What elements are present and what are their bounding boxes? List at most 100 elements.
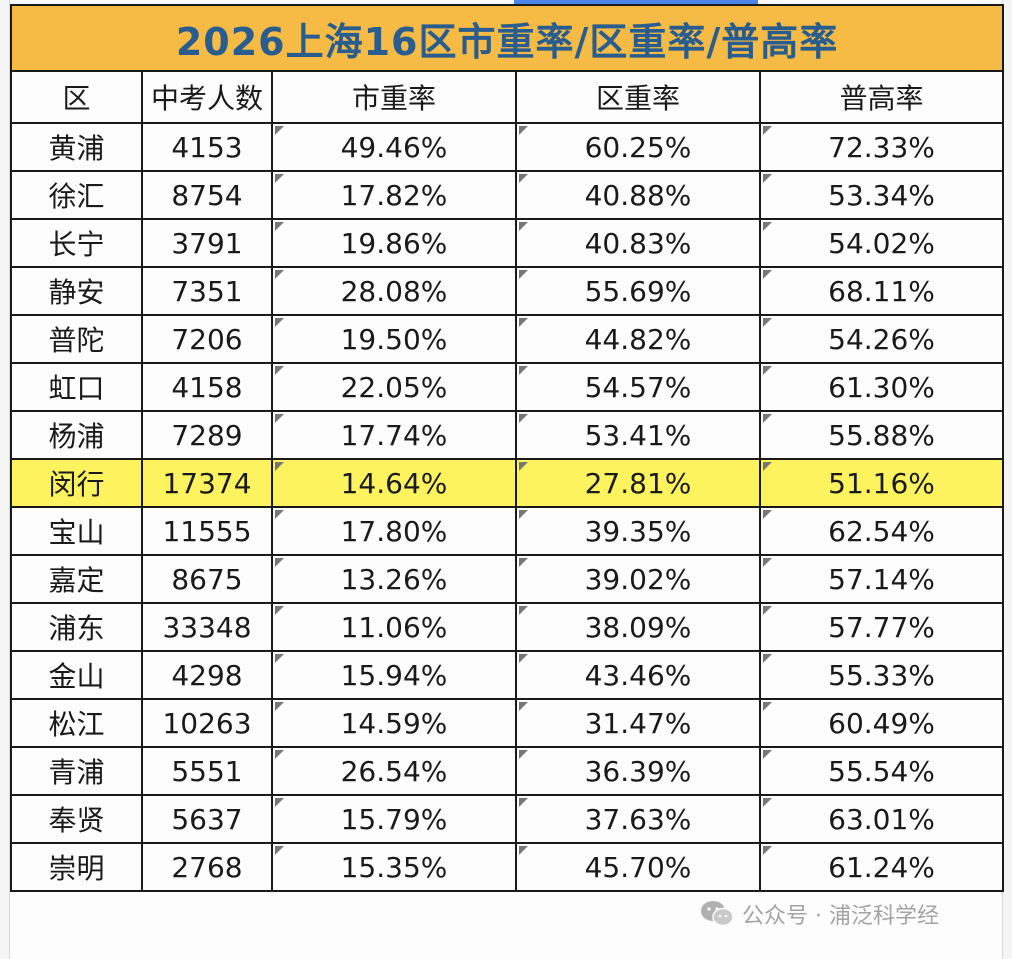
cell-exam-count[interactable]: 17374 bbox=[141, 458, 273, 508]
cell-exam-count[interactable]: 4298 bbox=[141, 650, 273, 700]
cell-highschool-rate[interactable]: 54.26% bbox=[758, 314, 1005, 364]
cell-district[interactable]: 静安 bbox=[10, 266, 143, 316]
cell-city-rate[interactable]: 17.82% bbox=[271, 170, 517, 220]
cell-city-rate[interactable]: 49.46% bbox=[271, 122, 517, 172]
cell-exam-count[interactable]: 4153 bbox=[141, 122, 273, 172]
table-row: 长宁 3791 19.86% 40.83% 54.02% bbox=[10, 218, 1005, 268]
cell-district[interactable]: 徐汇 bbox=[10, 170, 143, 220]
cell-highschool-rate[interactable]: 55.54% bbox=[758, 746, 1005, 796]
cell-district-rate[interactable]: 27.81% bbox=[515, 458, 761, 508]
table-title[interactable]: 2026上海16区市重率/区重率/普高率 bbox=[9, 4, 1005, 72]
cell-exam-count[interactable]: 7206 bbox=[141, 314, 273, 364]
cell-district[interactable]: 嘉定 bbox=[10, 554, 143, 604]
cell-value: 39.35% bbox=[584, 514, 692, 548]
cell-district-rate[interactable]: 36.39% bbox=[515, 746, 761, 796]
cell-exam-count[interactable]: 8675 bbox=[141, 554, 273, 604]
cell-district[interactable]: 金山 bbox=[10, 650, 143, 700]
header-city-rate[interactable]: 市重率 bbox=[271, 70, 517, 124]
cell-city-rate[interactable]: 28.08% bbox=[271, 266, 517, 316]
cell-district[interactable]: 宝山 bbox=[10, 506, 143, 556]
cell-value: 55.88% bbox=[828, 418, 935, 452]
cell-district[interactable]: 长宁 bbox=[10, 218, 143, 268]
cell-note-marker bbox=[763, 702, 772, 711]
cell-highschool-rate[interactable]: 60.49% bbox=[758, 698, 1005, 748]
cell-city-rate[interactable]: 15.35% bbox=[271, 842, 517, 892]
cell-district-rate[interactable]: 53.41% bbox=[515, 410, 761, 460]
cell-district-rate[interactable]: 44.82% bbox=[515, 314, 761, 364]
cell-note-marker bbox=[275, 558, 284, 567]
cell-city-rate[interactable]: 22.05% bbox=[271, 362, 517, 412]
cell-city-rate[interactable]: 13.26% bbox=[271, 554, 517, 604]
cell-exam-count[interactable]: 7351 bbox=[141, 266, 273, 316]
cell-note-marker bbox=[275, 510, 284, 519]
cell-exam-count[interactable]: 11555 bbox=[141, 506, 273, 556]
cell-highschool-rate[interactable]: 68.11% bbox=[758, 266, 1005, 316]
cell-city-rate[interactable]: 11.06% bbox=[271, 602, 517, 652]
cell-value: 14.64% bbox=[340, 466, 448, 500]
cell-district[interactable]: 闵行 bbox=[10, 458, 143, 508]
header-district[interactable]: 区 bbox=[10, 70, 143, 124]
cell-city-rate[interactable]: 17.80% bbox=[271, 506, 517, 556]
cell-exam-count[interactable]: 5637 bbox=[141, 794, 273, 844]
cell-district[interactable]: 崇明 bbox=[10, 842, 143, 892]
cell-city-rate[interactable]: 19.50% bbox=[271, 314, 517, 364]
cell-district[interactable]: 奉贤 bbox=[10, 794, 143, 844]
header-exam-count[interactable]: 中考人数 bbox=[141, 70, 273, 124]
cell-value: 57.14% bbox=[828, 562, 935, 596]
cell-district[interactable]: 松江 bbox=[10, 698, 143, 748]
cell-exam-count[interactable]: 2768 bbox=[141, 842, 273, 892]
cell-highschool-rate[interactable]: 53.34% bbox=[758, 170, 1005, 220]
cell-district[interactable]: 黄浦 bbox=[10, 122, 143, 172]
cell-district-rate[interactable]: 54.57% bbox=[515, 362, 761, 412]
cell-highschool-rate[interactable]: 55.33% bbox=[758, 650, 1005, 700]
cell-district-rate[interactable]: 40.88% bbox=[515, 170, 761, 220]
cell-district[interactable]: 杨浦 bbox=[10, 410, 143, 460]
cell-district-rate[interactable]: 39.02% bbox=[515, 554, 761, 604]
cell-highschool-rate[interactable]: 54.02% bbox=[758, 218, 1005, 268]
cell-city-rate[interactable]: 14.64% bbox=[271, 458, 517, 508]
cell-highschool-rate[interactable]: 63.01% bbox=[758, 794, 1005, 844]
cell-note-marker bbox=[519, 222, 528, 231]
cell-exam-count[interactable]: 7289 bbox=[141, 410, 273, 460]
cell-district-rate[interactable]: 43.46% bbox=[515, 650, 761, 700]
cell-note-marker bbox=[275, 318, 284, 327]
cell-exam-count[interactable]: 4158 bbox=[141, 362, 273, 412]
cell-district-rate[interactable]: 45.70% bbox=[515, 842, 761, 892]
cell-city-rate[interactable]: 15.94% bbox=[271, 650, 517, 700]
cell-highschool-rate[interactable]: 55.88% bbox=[758, 410, 1005, 460]
cell-city-rate[interactable]: 15.79% bbox=[271, 794, 517, 844]
cell-district[interactable]: 虹口 bbox=[10, 362, 143, 412]
cell-highschool-rate[interactable]: 57.14% bbox=[758, 554, 1005, 604]
cell-district-rate[interactable]: 37.63% bbox=[515, 794, 761, 844]
cell-district[interactable]: 普陀 bbox=[10, 314, 143, 364]
cell-district-rate[interactable]: 39.35% bbox=[515, 506, 761, 556]
cell-highschool-rate[interactable]: 62.54% bbox=[758, 506, 1005, 556]
header-district-rate[interactable]: 区重率 bbox=[515, 70, 761, 124]
cell-highschool-rate[interactable]: 72.33% bbox=[758, 122, 1005, 172]
cell-highschool-rate[interactable]: 57.77% bbox=[758, 602, 1005, 652]
watermark: 公众号 · 浦泛科学经 bbox=[700, 894, 939, 934]
cell-district[interactable]: 浦东 bbox=[10, 602, 143, 652]
cell-highschool-rate[interactable]: 61.24% bbox=[758, 842, 1005, 892]
cell-exam-count[interactable]: 10263 bbox=[141, 698, 273, 748]
cell-district-rate[interactable]: 38.09% bbox=[515, 602, 761, 652]
cell-city-rate[interactable]: 17.74% bbox=[271, 410, 517, 460]
cell-city-rate[interactable]: 14.59% bbox=[271, 698, 517, 748]
cell-highschool-rate[interactable]: 51.16% bbox=[758, 458, 1005, 508]
cell-district[interactable]: 青浦 bbox=[10, 746, 143, 796]
cell-city-rate[interactable]: 26.54% bbox=[271, 746, 517, 796]
cell-exam-count[interactable]: 8754 bbox=[141, 170, 273, 220]
cell-district-rate[interactable]: 55.69% bbox=[515, 266, 761, 316]
cell-district-rate[interactable]: 40.83% bbox=[515, 218, 761, 268]
cell-exam-count[interactable]: 3791 bbox=[141, 218, 273, 268]
header-highschool-rate[interactable]: 普高率 bbox=[758, 70, 1005, 124]
cell-value: 17.80% bbox=[340, 514, 448, 548]
cell-highschool-rate[interactable]: 61.30% bbox=[758, 362, 1005, 412]
cell-exam-count[interactable]: 33348 bbox=[141, 602, 273, 652]
cell-district-rate[interactable]: 31.47% bbox=[515, 698, 761, 748]
cell-district-rate[interactable]: 60.25% bbox=[515, 122, 761, 172]
cell-value: 28.08% bbox=[340, 274, 448, 308]
cell-value: 39.02% bbox=[584, 562, 692, 596]
cell-exam-count[interactable]: 5551 bbox=[141, 746, 273, 796]
cell-city-rate[interactable]: 19.86% bbox=[271, 218, 517, 268]
